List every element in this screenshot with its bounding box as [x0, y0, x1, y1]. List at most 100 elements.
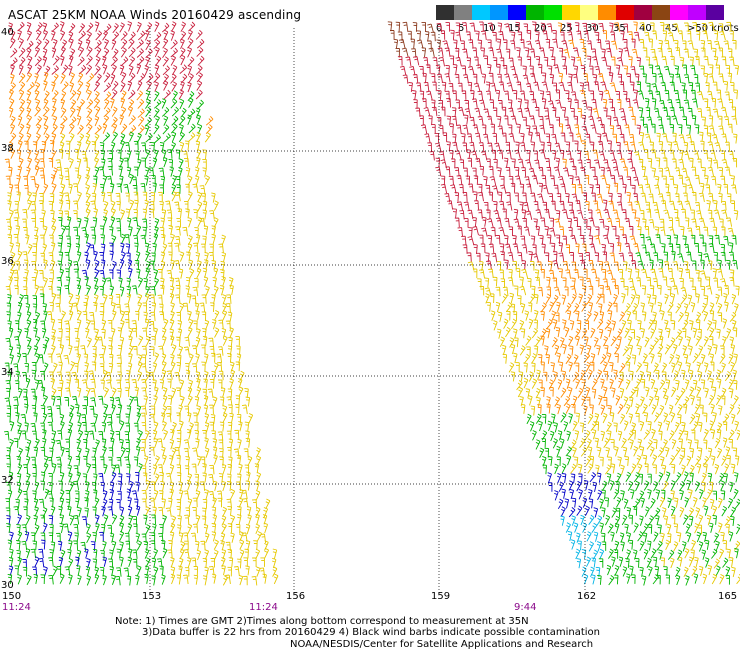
wind-barb [107, 157, 113, 168]
wind-barb [598, 394, 603, 406]
wind-barb [535, 276, 541, 287]
wind-barb [708, 125, 715, 135]
wind-barb [109, 183, 115, 194]
wind-barb [56, 294, 61, 305]
wind-barb [8, 276, 13, 287]
wind-barb [639, 210, 645, 220]
wind-barb [38, 200, 44, 210]
legend-swatch [598, 5, 616, 20]
wind-barb [531, 175, 539, 185]
wind-barb [577, 387, 584, 399]
wind-barb [457, 227, 463, 237]
wind-barb [546, 318, 553, 330]
wind-barb [588, 488, 593, 500]
wind-barb [25, 548, 31, 559]
wind-barb [665, 379, 671, 390]
wind-barb [708, 243, 715, 253]
wind-barb [652, 464, 657, 475]
wind-barb [473, 82, 481, 93]
wind-barb [169, 328, 174, 339]
wind-barb [247, 455, 253, 467]
wind-barb [235, 361, 241, 372]
wind-barb [543, 56, 549, 67]
wind-barb [141, 354, 147, 365]
wind-barb [687, 294, 693, 305]
wind-barb [151, 575, 156, 586]
wind-barb [642, 175, 649, 186]
wind-barb [585, 252, 590, 262]
wind-barb [644, 31, 650, 42]
wind-barb [40, 386, 46, 397]
wind-barb [95, 30, 103, 41]
legend-swatch [634, 5, 652, 20]
wind-barb [689, 464, 695, 476]
wind-barb [82, 405, 88, 415]
wind-barb [112, 123, 118, 134]
wind-barb [601, 507, 606, 518]
wind-barb [622, 166, 629, 177]
wind-barb [32, 540, 37, 551]
wind-barb [94, 21, 100, 32]
wind-barb [581, 48, 587, 58]
wind-barb [667, 268, 673, 278]
wind-barb [70, 361, 76, 372]
wind-barb [553, 318, 558, 330]
wind-barb [673, 209, 679, 219]
wind-barb [466, 149, 471, 160]
wind-barb [9, 242, 14, 253]
wind-barb [100, 149, 105, 160]
wind-barb [27, 157, 33, 168]
wind-barb [733, 395, 739, 406]
wind-barb [204, 566, 209, 577]
wind-barb [178, 565, 183, 576]
wind-barb [143, 514, 148, 525]
wind-barb [212, 480, 218, 492]
wind-barb [67, 455, 73, 466]
wind-barb [709, 217, 716, 228]
wind-barb [187, 428, 192, 440]
wind-barb [84, 497, 89, 508]
wind-barb [185, 276, 191, 288]
wind-barb [145, 479, 151, 491]
wind-barb [721, 56, 727, 66]
wind-barb [644, 336, 650, 348]
wind-barb [17, 115, 23, 126]
wind-barb [707, 370, 712, 381]
wind-barb [118, 165, 123, 176]
wind-barb [623, 47, 630, 57]
wind-barb [111, 131, 118, 142]
wind-barb [154, 81, 159, 92]
wind-barb [194, 473, 200, 484]
wind-barb [152, 157, 158, 168]
wind-barb [10, 260, 16, 272]
wind-barb [201, 294, 207, 304]
wind-barb [575, 133, 582, 143]
wind-barb [83, 370, 89, 381]
wind-barb [455, 22, 461, 33]
wind-barb [187, 217, 193, 228]
wind-barb [78, 30, 86, 41]
wind-barb [563, 421, 569, 432]
wind-barb [128, 352, 133, 364]
wind-barb [184, 567, 190, 577]
wind-barb [727, 123, 733, 134]
wind-barb [43, 277, 48, 288]
wind-barb [199, 302, 206, 312]
wind-barb [144, 124, 150, 136]
wind-barb [703, 428, 709, 440]
wind-barb [581, 301, 587, 312]
wind-barb [600, 174, 607, 185]
wind-barb [652, 278, 659, 288]
wind-barb [162, 395, 168, 406]
wind-barb [586, 438, 592, 449]
wind-barb [736, 573, 740, 585]
wind-barb [163, 80, 169, 91]
wind-barb [90, 378, 96, 389]
wind-barb [731, 115, 738, 125]
wind-barb [461, 133, 466, 144]
wind-barb [212, 496, 217, 508]
wind-barb [60, 98, 66, 110]
wind-barb [167, 149, 173, 159]
wind-barb [601, 56, 608, 67]
wind-barb [109, 566, 114, 577]
